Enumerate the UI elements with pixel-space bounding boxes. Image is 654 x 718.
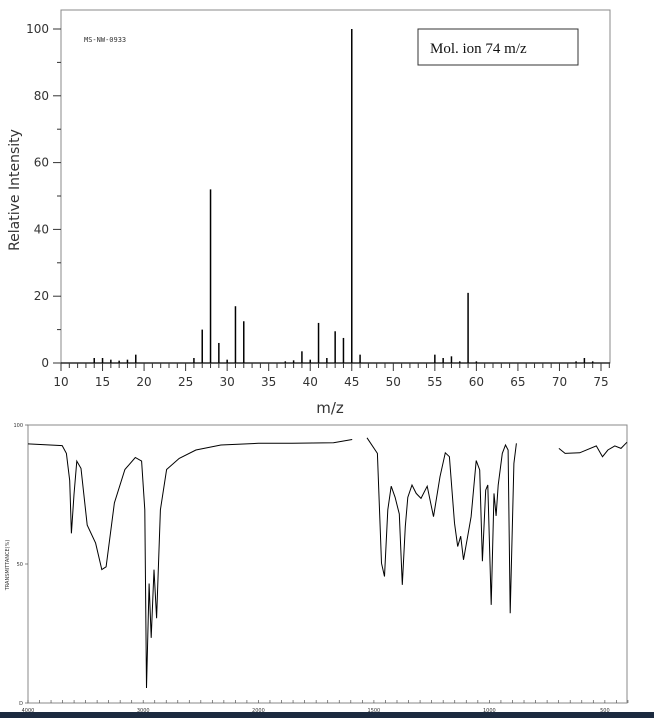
ms-x-tick-label: 15 bbox=[95, 375, 110, 389]
ir-y-tick-label: 100 bbox=[13, 423, 23, 429]
ir-trace-segment-2 bbox=[366, 437, 517, 614]
ir-trace-segment-1 bbox=[27, 439, 353, 689]
ms-y-tick-label: 40 bbox=[34, 222, 49, 236]
ir-x-tick-label: 4000 bbox=[22, 708, 35, 714]
ms-y-axis-label: Relative Intensity bbox=[7, 129, 23, 251]
ir-x-tick-label: 1000 bbox=[483, 708, 496, 714]
ir-x-tick-label: 500 bbox=[600, 708, 610, 714]
ms-y-tick-label: 80 bbox=[34, 89, 49, 103]
mol-ion-annotation: Mol. ion 74 m/z bbox=[430, 41, 527, 57]
ms-x-axis-label: m/z bbox=[316, 399, 344, 417]
ir-y-tick-label: D bbox=[19, 701, 23, 707]
ms-code-label: MS-NW-0933 bbox=[84, 36, 126, 44]
ir-x-tick-label: 3000 bbox=[137, 708, 150, 714]
ms-x-tick-label: 25 bbox=[178, 375, 193, 389]
ms-y-tick-label: 0 bbox=[41, 356, 49, 370]
ms-y-tick-label: 20 bbox=[34, 289, 49, 303]
ir-plot-frame bbox=[27, 424, 628, 704]
ir-spectrum-chart: 4000 3000 2000 1500 1000 500 100 50 D TRANSMITTA… bbox=[5, 423, 629, 714]
ms-x-tick-label: 10 bbox=[53, 375, 68, 389]
ms-x-tick-label: 50 bbox=[386, 375, 401, 389]
ir-y-axis-label: TRANSMITTANCE(%) bbox=[5, 540, 11, 592]
ms-x-tick-label: 30 bbox=[220, 375, 235, 389]
ms-x-tick-label: 20 bbox=[136, 375, 151, 389]
ms-x-tick-label: 70 bbox=[552, 375, 567, 389]
ms-x-tick-label: 55 bbox=[427, 375, 442, 389]
ms-x-tick-label: 75 bbox=[593, 375, 608, 389]
ms-x-tick-label: 40 bbox=[303, 375, 318, 389]
ms-x-tick-label: 65 bbox=[510, 375, 525, 389]
ir-y-tick-label: 50 bbox=[17, 562, 23, 568]
ms-y-tick-label: 60 bbox=[34, 156, 49, 170]
ms-x-tick-label: 35 bbox=[261, 375, 276, 389]
ms-y-tick-label: 100 bbox=[26, 22, 49, 36]
ir-x-tick-label: 1500 bbox=[368, 708, 381, 714]
ir-x-tick-label: 2000 bbox=[252, 708, 265, 714]
ir-trace-segment-3 bbox=[558, 441, 628, 458]
mass-spectrum-chart: 10 15 20 25 30 35 40 45 50 55 60 65 70 75 0 20 40 60 80 100… bbox=[7, 9, 611, 417]
mol-ion-annotation-box bbox=[417, 28, 579, 66]
ms-x-tick-label: 45 bbox=[344, 375, 359, 389]
bottom-bar bbox=[0, 712, 654, 718]
ms-x-tick-label: 60 bbox=[469, 375, 484, 389]
